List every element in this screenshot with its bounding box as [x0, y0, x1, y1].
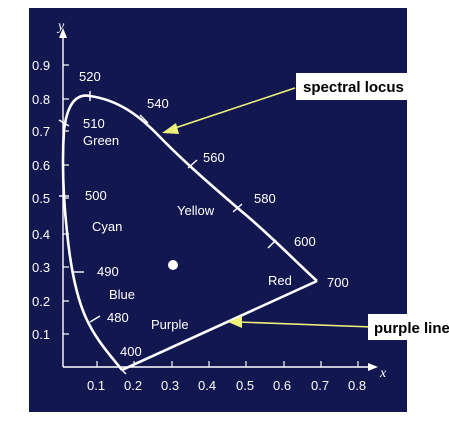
y-tick-label: 0.1 [32, 327, 50, 342]
purple-line-callout-group: purple line [368, 314, 449, 340]
wavelength-tick-400 [117, 365, 127, 375]
x-tick-label: 0.2 [124, 378, 142, 393]
region-label-red: Red [268, 273, 292, 288]
y-axis-title: y [56, 19, 65, 34]
wavelength-label-600: 600 [294, 234, 316, 249]
x-tick-label: 0.3 [161, 378, 179, 393]
wavelength-label-560: 560 [203, 150, 225, 165]
wavelength-tick-540 [139, 114, 149, 124]
wavelength-tick-580 [232, 203, 243, 213]
y-tick-label: 0.3 [32, 260, 50, 275]
wavelength-label-520: 520 [79, 69, 101, 84]
y-tick-label: 0.9 [32, 58, 50, 73]
region-label-yellow: Yellow [177, 203, 215, 218]
y-tick-label: 0.4 [32, 227, 50, 242]
wavelength-ticks [58, 91, 277, 375]
y-tick-label: 0.7 [32, 124, 50, 139]
purple-line-label-bg [368, 314, 449, 340]
y-tick-label: 0.5 [32, 191, 50, 206]
spectral-locus-label-bg [296, 73, 446, 100]
purple-line [121, 279, 318, 372]
white-point [168, 260, 178, 270]
spectral-locus-arrowhead-icon [162, 123, 179, 134]
wavelength-tick-480 [89, 315, 101, 323]
y-tick-label: 0.6 [32, 158, 50, 173]
y-tick-label: 0.2 [32, 294, 50, 309]
x-tick-label: 0.6 [273, 378, 291, 393]
spectral-locus-arrow [171, 87, 296, 130]
wavelength-label-480: 480 [107, 310, 129, 325]
wavelength-tick-560 [187, 159, 198, 169]
purple-line-arrow [237, 321, 373, 328]
wavelength-tick-600 [267, 239, 277, 249]
x-axis-arrow-icon [368, 363, 378, 371]
purple-line-callout: purple line [374, 320, 449, 337]
region-label-green: Green [83, 133, 119, 148]
purple-line-arrowhead-icon [228, 316, 242, 328]
wavelength-label-490: 490 [97, 264, 119, 279]
wavelength-labels: 400 480 490 500 510 520 540 560 580 600 … [79, 69, 349, 359]
x-tick-label: 0.4 [198, 378, 216, 393]
x-tick-label: 0.5 [236, 378, 254, 393]
wavelength-label-580: 580 [254, 191, 276, 206]
wavelength-label-400: 400 [120, 344, 142, 359]
region-label-blue: Blue [109, 287, 135, 302]
x-tick-label: 0.1 [87, 378, 105, 393]
wavelength-label-700: 700 [327, 275, 349, 290]
region-label-purple: Purple [151, 317, 189, 332]
x-tick-label: 0.7 [311, 378, 329, 393]
wavelength-tick-510 [58, 119, 70, 127]
wavelength-label-540: 540 [147, 96, 169, 111]
wavelength-label-510: 510 [83, 116, 105, 131]
spectral-locus-curve [61, 94, 318, 371]
x-tick-labels: 0.1 0.2 0.3 0.4 0.5 0.6 0.7 0.8 [87, 378, 366, 393]
y-axis-arrow-icon [59, 28, 67, 38]
y-tick-labels: 0.1 0.2 0.3 0.4 0.5 0.6 0.7 0.8 0.9 [32, 58, 50, 342]
spectral-locus-callout: spectral locus [303, 79, 404, 96]
x-tick-label: 0.8 [348, 378, 366, 393]
wavelength-label-500: 500 [85, 188, 107, 203]
x-axis-title: x [379, 366, 387, 381]
y-tick-label: 0.8 [32, 92, 50, 107]
region-label-cyan: Cyan [92, 219, 122, 234]
region-labels: Green Cyan Blue Yellow Red Purple [83, 133, 292, 332]
